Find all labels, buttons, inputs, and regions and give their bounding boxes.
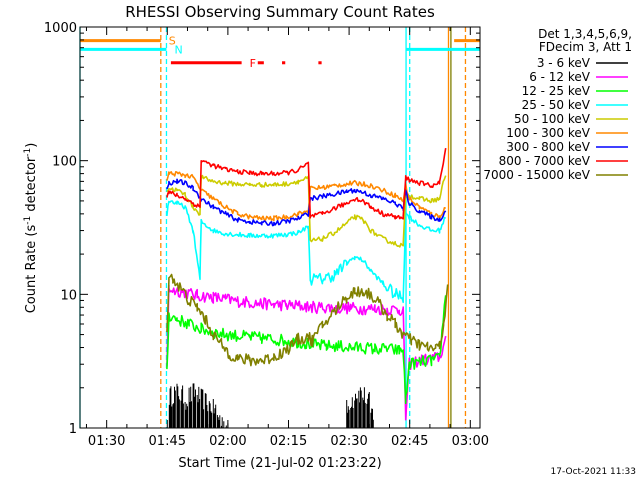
x-tick-label-0: 01:30 (88, 434, 125, 449)
y-axis-label-sup2: -1 (23, 148, 33, 157)
legend: Det 1,3,4,5,6,9, FDecim 3, Att 1 3 - 6 k… (483, 27, 632, 182)
x-axis-label: Start Time (21-Jul-02 01:23:22) (178, 456, 381, 471)
x-axis-ticks: 01:30 01:45 02:00 02:15 02:30 02:45 03:00 (85, 27, 489, 449)
legend-header-line1: Det 1,3,4,5,6,9, (538, 27, 632, 41)
y-tick-label-2: 100 (52, 155, 77, 170)
y-tick-label-3: 1000 (44, 21, 77, 36)
series-300-800kev-line (166, 178, 447, 227)
y-axis-label-sup1: -1 (23, 216, 33, 225)
x-tick-label-3: 02:15 (270, 434, 307, 449)
flag-bar-label-n: N (174, 43, 182, 56)
plot-area (80, 27, 480, 428)
series-50-100kev-line (166, 174, 447, 248)
y-axis-label: Count Rate (s-1 detector-1) (23, 143, 39, 314)
flag-bars: SN F (80, 35, 480, 70)
y-axis-label-part2: detector (24, 156, 39, 216)
y-axis-label-part3: ) (24, 143, 39, 148)
x-tick-label-6: 03:00 (452, 434, 489, 449)
y-tick-label-1: 10 (60, 288, 77, 303)
x-tick-label-4: 02:30 (330, 434, 367, 449)
plot-background (80, 27, 480, 428)
chart-title: RHESSI Observing Summary Count Rates (125, 3, 435, 21)
legend-label-7: 800 - 7000 keV (499, 154, 591, 168)
x-tick-label-1: 01:45 (149, 434, 186, 449)
y-axis-ticks: 1 10 100 1000 (44, 21, 480, 437)
legend-label-4: 50 - 100 keV (514, 112, 591, 126)
flag-bar-label-s: S (169, 35, 176, 48)
y-axis-label-part1: Count Rate (s (24, 225, 39, 314)
legend-label-8: 7000 - 15000 keV (483, 168, 590, 182)
timestamp: 17-Oct-2021 11:33 (551, 467, 636, 477)
plot-border (79, 26, 481, 429)
plot-frame (79, 26, 481, 429)
legend-label-2: 12 - 25 keV (522, 84, 591, 98)
legend-label-5: 100 - 300 keV (506, 126, 590, 140)
legend-label-3: 25 - 50 keV (522, 98, 591, 112)
y-tick-label-0: 1 (69, 422, 77, 437)
legend-label-0: 3 - 6 keV (537, 56, 591, 70)
x-tick-label-2: 02:00 (209, 434, 246, 449)
legend-label-1: 6 - 12 keV (529, 70, 591, 84)
x-tick-label-5: 02:45 (391, 434, 428, 449)
legend-label-6: 300 - 800 keV (506, 140, 590, 154)
series-7000-15000kev-line (166, 273, 449, 367)
series-25-50kev-line (166, 200, 447, 304)
legend-header-line2: FDecim 3, Att 1 (539, 40, 632, 54)
flag-bar-label-f: F (250, 57, 256, 70)
series-6-12kev-line (166, 284, 447, 421)
series-group (166, 147, 449, 428)
series-800-7000kev-line (166, 147, 447, 220)
